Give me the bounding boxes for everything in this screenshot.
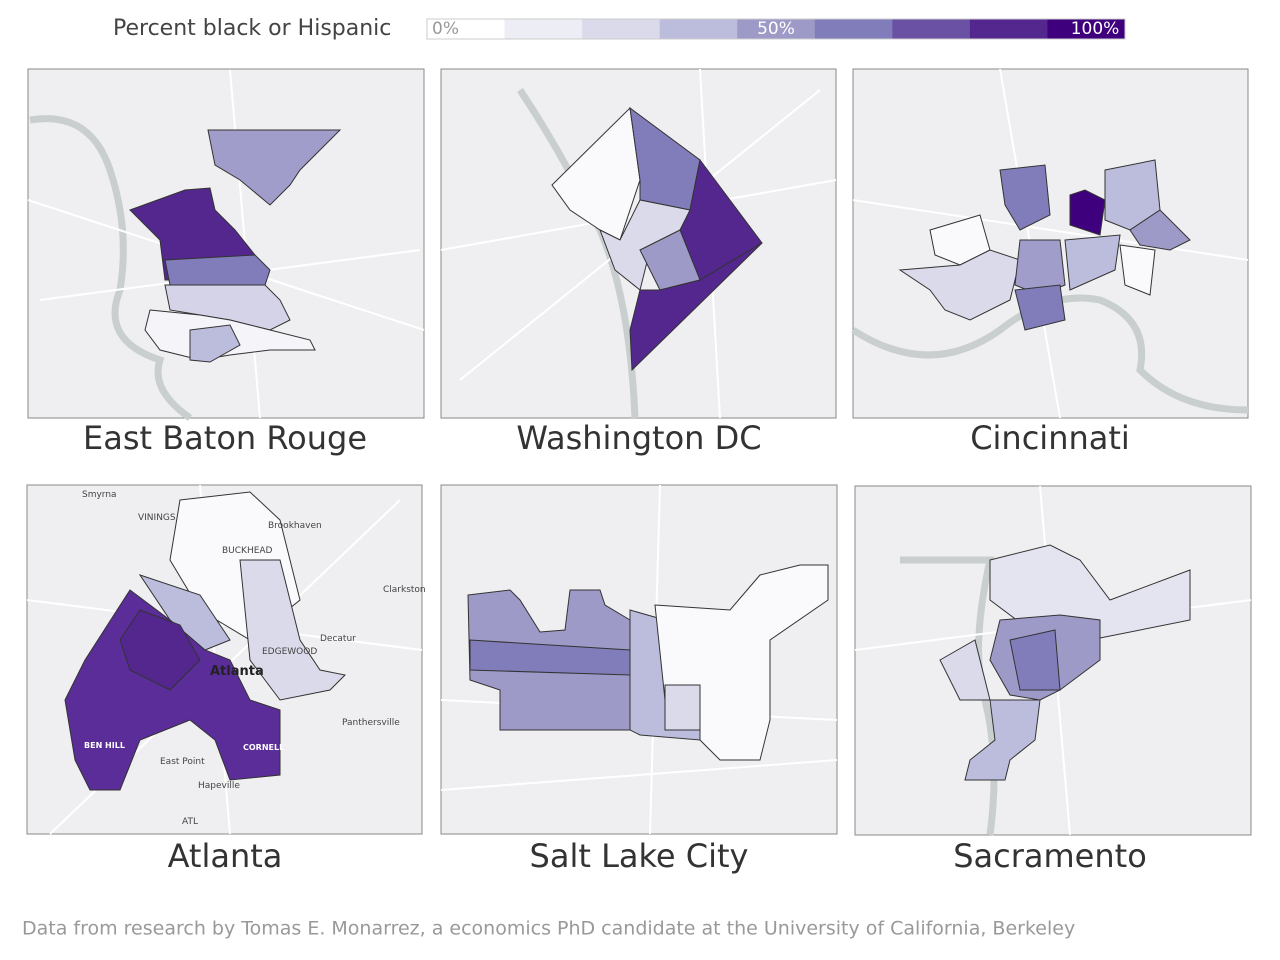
place-label: CORNELL xyxy=(243,743,284,752)
place-label: Clarkston xyxy=(383,585,426,595)
legend-swatch xyxy=(582,19,661,39)
legend-swatch xyxy=(659,19,738,39)
place-label: BUCKHEAD xyxy=(222,546,273,556)
place-label: ATL xyxy=(182,817,198,827)
place-label: Hapeville xyxy=(198,781,240,791)
place-label: Atlanta xyxy=(210,664,264,679)
place-label: East Point xyxy=(160,757,205,767)
legend-swatch xyxy=(969,19,1048,39)
legend-border xyxy=(426,18,1126,40)
map-title: Atlanta xyxy=(168,837,283,875)
legend-label: 100% xyxy=(1071,19,1120,39)
legend-swatch xyxy=(1047,19,1126,39)
map-cincinnati xyxy=(851,68,1249,419)
place-label: Smyrna xyxy=(82,490,117,500)
map-title: Cincinnati xyxy=(970,419,1130,457)
legend-title: Percent black or Hispanic xyxy=(113,16,391,41)
place-label: EDGEWOOD xyxy=(262,647,317,657)
legend-swatch xyxy=(737,19,816,39)
map-salt-lake-city xyxy=(440,484,838,835)
legend-swatch xyxy=(504,19,583,39)
legend-swatch xyxy=(892,19,971,39)
place-label: Decatur xyxy=(320,634,356,644)
map-title: Sacramento xyxy=(953,837,1147,875)
map-east-baton-rouge xyxy=(27,68,425,421)
map-title: Salt Lake City xyxy=(530,837,749,875)
legend-swatch xyxy=(427,19,506,39)
legend-swatch xyxy=(814,19,893,39)
place-label: Panthersville xyxy=(342,718,400,728)
map-title: Washington DC xyxy=(516,419,761,457)
place-label: BEN HILL xyxy=(84,741,125,750)
legend-label: 50% xyxy=(757,19,795,39)
place-label: Brookhaven xyxy=(268,521,322,531)
map-sacramento xyxy=(854,485,1252,836)
map-washington-dc xyxy=(440,68,837,419)
map-title: East Baton Rouge xyxy=(83,419,367,457)
legend-label: 0% xyxy=(432,19,459,39)
legend-scale xyxy=(426,18,1126,40)
place-label: VININGS xyxy=(138,513,176,523)
footer: Data from research by Tomas E. Monarrez,… xyxy=(22,918,1075,940)
map-atlanta xyxy=(26,484,423,835)
